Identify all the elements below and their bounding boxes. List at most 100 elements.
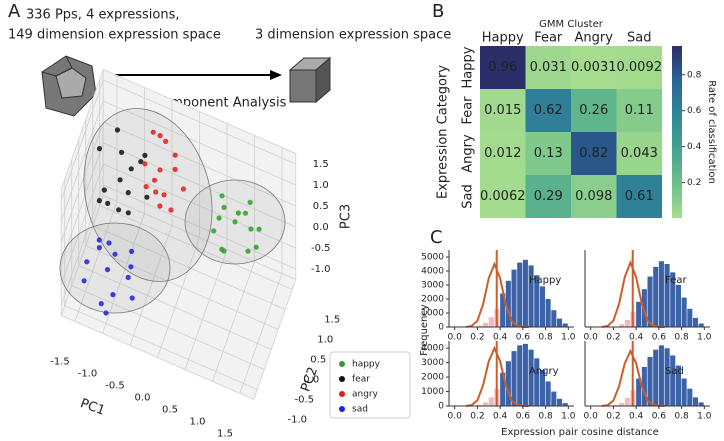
heatmap-cell [480,175,526,218]
x-tick-label: 0.8 [538,412,553,422]
histogram-bar [675,285,681,327]
x-tick-label: 0.8 [674,412,689,422]
point [119,149,125,155]
histogram-bar [483,322,489,327]
point [125,190,131,196]
y-tick-label: 1.0 [317,335,333,346]
heatmap-cell [525,175,571,218]
x-tick-label: 0.0 [448,333,463,343]
z-tick-label: 1.5 [313,159,329,170]
x-tick-label: 0.2 [606,412,620,422]
colorbar-tick-label: 0.2 [687,178,701,188]
heatmap-cell [525,132,571,175]
z-tick-label: -0.5 [311,243,331,254]
histogram-bar [624,398,630,406]
diagram-text: 149 dimension expression space [8,28,221,43]
point [211,228,217,234]
z-tick-label: -1.0 [311,264,331,275]
histogram-bar [692,397,699,406]
points [81,127,262,316]
point [98,301,104,307]
cell-label: 0.13 [534,146,563,161]
histogram-bar [534,358,540,406]
y-tick-label: 2000 [421,373,444,383]
histogram-bar [658,345,664,406]
cell-label: 0.61 [625,189,654,204]
histogram-bar [545,381,551,406]
heatmap-title: GMM Cluster [539,19,604,30]
point [247,199,253,205]
point [180,186,186,192]
point [142,161,148,167]
point [245,248,251,254]
histogram-bar [556,318,563,327]
histogram-bar [528,265,534,327]
legend-label: happy [352,360,381,370]
histogram-title: Fear [665,275,687,286]
histogram-bar [539,369,545,406]
point [96,146,103,152]
point [116,207,122,213]
x-tick-label: 0.2 [470,412,484,422]
cell-label: 0.26 [579,103,608,118]
x-tick-label: 0.4 [493,412,508,422]
x-tick-label: 1.0 [697,412,712,422]
histogram-bar [664,348,670,406]
histogram-bar [517,262,523,327]
y-axis-label: Frequency [419,304,430,356]
grid-line [60,79,104,201]
x-tick-label: 0.4 [629,333,644,343]
cell-label: 0.96 [488,60,517,75]
histogram-bar [500,372,506,406]
x-tick-label: 0.8 [538,333,553,343]
point [142,152,148,158]
histogram-bar [653,349,659,406]
grid-line [212,261,255,382]
heatmap-cell [525,89,571,132]
row-label: Happy [461,46,476,88]
point [128,166,134,172]
heatmap-cell [616,175,662,218]
legend-marker [339,391,345,397]
histogram-bar [619,402,625,406]
cell-label: 0.012 [484,146,521,161]
grid-line [184,249,228,370]
histogram-bar [687,388,693,406]
point [96,245,102,251]
axes-3d [60,68,297,401]
histogram-bar [483,402,489,406]
histogram-bar [511,351,517,406]
z-tick-label: 0.5 [313,201,329,212]
point [138,159,144,165]
point [216,215,222,221]
grid-line [103,163,296,249]
histogram-bar [670,355,676,406]
cell-label: 0.82 [579,146,608,161]
colorbar-tick-label: 0.8 [687,70,702,80]
point [168,207,174,213]
grid-line [60,100,104,222]
x-tick-label: 0.2 [606,333,620,343]
cell-label: 0.0092 [617,60,663,75]
arrow-head [270,70,282,80]
x-tick-label: 0.4 [629,412,644,422]
cell-label: 0.0062 [480,189,526,204]
point [104,267,111,273]
panel-label: B [432,1,444,22]
cell-label: 0.098 [575,189,612,204]
colorbar-label: Rate of classification [706,80,717,184]
histogram-bar [477,325,483,327]
grid-line [60,163,104,285]
x-tick-label: 0.0 [584,333,599,343]
histogram-bar [528,349,534,406]
histogram-bar [670,272,676,327]
x-tick-label: 0.6 [652,412,667,422]
histogram-bar [562,323,568,327]
point [172,166,178,172]
histogram-bar [653,266,659,327]
cell-label: 0.031 [530,60,567,75]
histogram-bar [619,324,625,327]
x-tick-label: -0.5 [105,381,125,392]
overlay: -1.5 -1.0 -0.5 0.0 0.5 1.0 1.5 -1.0 -0.5 0.0 0.5 1.… [50,19,717,440]
point [157,167,163,173]
